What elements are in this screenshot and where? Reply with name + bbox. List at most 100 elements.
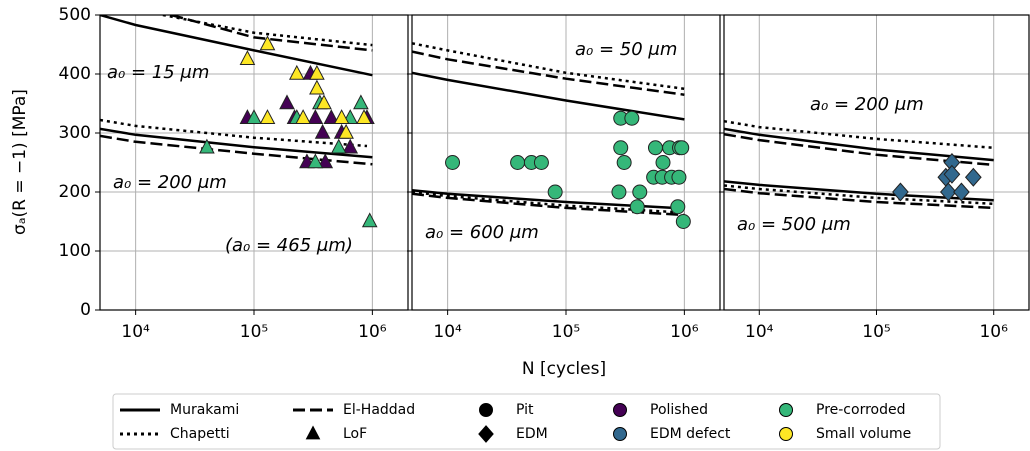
- point: [629, 199, 645, 215]
- point: [675, 214, 691, 229]
- point: [239, 50, 256, 65]
- point: [317, 153, 334, 169]
- point: [655, 155, 671, 170]
- legend-label: EDM defect: [650, 426, 731, 442]
- annotation: a₀ = 200 μm: [810, 94, 924, 115]
- point: [199, 138, 215, 154]
- point: [647, 140, 663, 156]
- point: [314, 123, 331, 139]
- point: [316, 94, 332, 110]
- legend-swatch: [613, 403, 627, 417]
- panel-frame: [411, 14, 721, 311]
- point: [342, 138, 359, 154]
- point: [307, 153, 324, 169]
- annotation: a₀ = 500 μm: [737, 214, 851, 235]
- point: [632, 184, 648, 200]
- x-tick-label: 10⁴: [121, 322, 150, 342]
- curve: [724, 187, 994, 210]
- point: [259, 35, 276, 51]
- x-tick-label: 10⁵: [240, 322, 268, 342]
- x-tick-label: 10⁶: [979, 322, 1008, 342]
- legend-swatch: [779, 403, 793, 417]
- x-axis-label: N [cycles]: [522, 359, 606, 379]
- legend-label: LoF: [343, 426, 367, 442]
- curve: [724, 132, 994, 167]
- legend-marker: [478, 425, 494, 443]
- legend-marker: [479, 403, 493, 417]
- legend-swatch: [613, 427, 627, 441]
- curve: [412, 71, 685, 121]
- panel: [100, 15, 408, 310]
- curve: [724, 184, 994, 206]
- legend-label: Pit: [516, 402, 534, 418]
- panel-frame: [723, 14, 1030, 311]
- curve: [100, 127, 373, 159]
- legend-marker: [305, 425, 321, 440]
- point: [616, 155, 632, 170]
- point: [309, 79, 325, 95]
- point: [445, 155, 461, 170]
- panel: [412, 15, 720, 310]
- point: [533, 155, 549, 170]
- legend-label: Small volume: [816, 426, 911, 442]
- point: [356, 109, 372, 124]
- curve: [724, 180, 994, 202]
- point: [611, 184, 627, 200]
- annotation: (a₀ = 465 μm): [225, 235, 353, 256]
- curve: [412, 192, 685, 217]
- point: [353, 94, 369, 110]
- x-tick-label: 10⁴: [433, 322, 462, 342]
- point: [510, 155, 526, 170]
- point: [338, 123, 354, 139]
- point: [279, 94, 295, 110]
- point: [892, 182, 909, 202]
- point: [953, 182, 970, 202]
- legend-box: [112, 393, 941, 450]
- x-tick-label: 10⁵: [862, 322, 890, 342]
- panel-frame: [99, 14, 409, 311]
- curve: [724, 119, 994, 150]
- y-tick-label: 300: [59, 123, 91, 143]
- y-tick-label: 0: [80, 300, 91, 320]
- point: [943, 164, 961, 184]
- point: [361, 212, 378, 228]
- point: [964, 167, 982, 187]
- y-tick-label: 100: [59, 241, 91, 261]
- point: [323, 109, 340, 124]
- curve: [100, 15, 373, 77]
- legend-label: EDM: [516, 426, 548, 442]
- x-tick-label: 10⁶: [358, 322, 387, 342]
- point: [259, 109, 276, 124]
- panel: [724, 15, 1029, 310]
- point: [330, 138, 347, 154]
- y-tick-label: 200: [59, 182, 91, 202]
- legend-label: Pre-corroded: [816, 402, 905, 418]
- point: [246, 109, 262, 124]
- point: [674, 140, 690, 156]
- annotation: a₀ = 50 μm: [575, 39, 677, 60]
- y-tick-label: 500: [59, 5, 91, 25]
- point: [307, 109, 324, 124]
- annotation: a₀ = 200 μm: [113, 172, 227, 193]
- point: [288, 64, 305, 80]
- point: [939, 182, 957, 202]
- legend-swatch: [779, 427, 793, 441]
- annotation: a₀ = 600 μm: [425, 222, 539, 243]
- legend-label: El-Haddad: [343, 402, 415, 418]
- curve: [162, 15, 373, 47]
- point: [295, 109, 311, 124]
- curve: [100, 134, 373, 166]
- curve: [100, 118, 368, 148]
- point: [624, 110, 640, 126]
- y-tick-label: 400: [59, 64, 91, 84]
- x-tick-label: 10⁶: [670, 322, 699, 342]
- curve: [412, 188, 685, 210]
- legend-label: Murakami: [170, 402, 239, 418]
- x-tick-label: 10⁵: [552, 322, 580, 342]
- point: [333, 109, 350, 124]
- curve: [412, 50, 685, 96]
- annotation: a₀ = 15 μm: [107, 62, 209, 83]
- curve: [724, 127, 994, 162]
- point: [671, 169, 687, 185]
